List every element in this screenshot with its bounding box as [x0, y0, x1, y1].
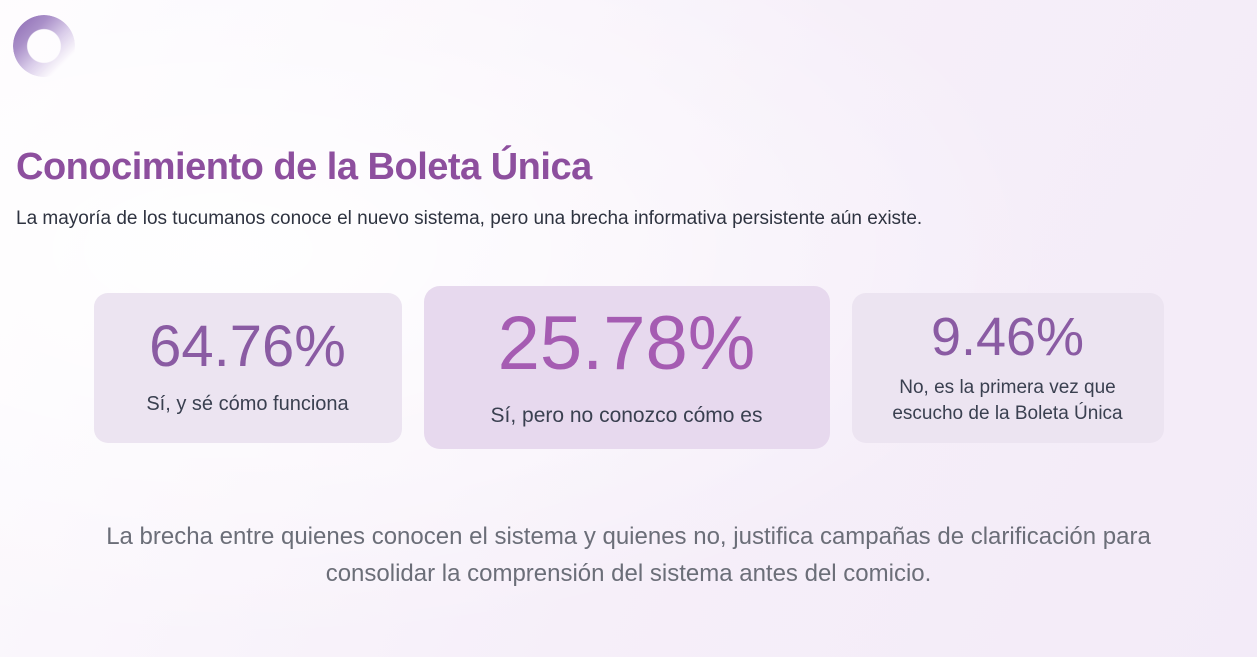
- page-subtitle: La mayoría de los tucumanos conoce el nu…: [16, 207, 923, 229]
- page-title: Conocimiento de la Boleta Única: [16, 146, 592, 188]
- header: Conocimiento de la Boleta Única La mayor…: [16, 146, 1216, 231]
- stats-row: 64.76% Sí, y sé cómo funciona 25.78% Sí,…: [0, 286, 1257, 449]
- stat-card-never-heard: 9.46% No, es la primera vez que escucho …: [851, 292, 1164, 443]
- footer-note: La brecha entre quienes conocen el siste…: [106, 523, 1151, 588]
- stat-value: 64.76%: [149, 313, 346, 379]
- stat-value: 25.78%: [497, 301, 756, 387]
- stat-card-knows-not-how: 25.78% Sí, pero no conozco cómo es: [423, 286, 830, 449]
- stat-label: No, es la primera vez que escucho de la …: [892, 377, 1123, 424]
- stat-value: 9.46%: [930, 306, 1085, 367]
- stat-card-knows-system: 64.76% Sí, y sé cómo funciona: [93, 292, 402, 443]
- stat-label: Sí, y sé cómo funciona: [146, 393, 349, 416]
- ring-logo-icon: [13, 15, 75, 77]
- stat-label: Sí, pero no conozco cómo es: [490, 404, 763, 428]
